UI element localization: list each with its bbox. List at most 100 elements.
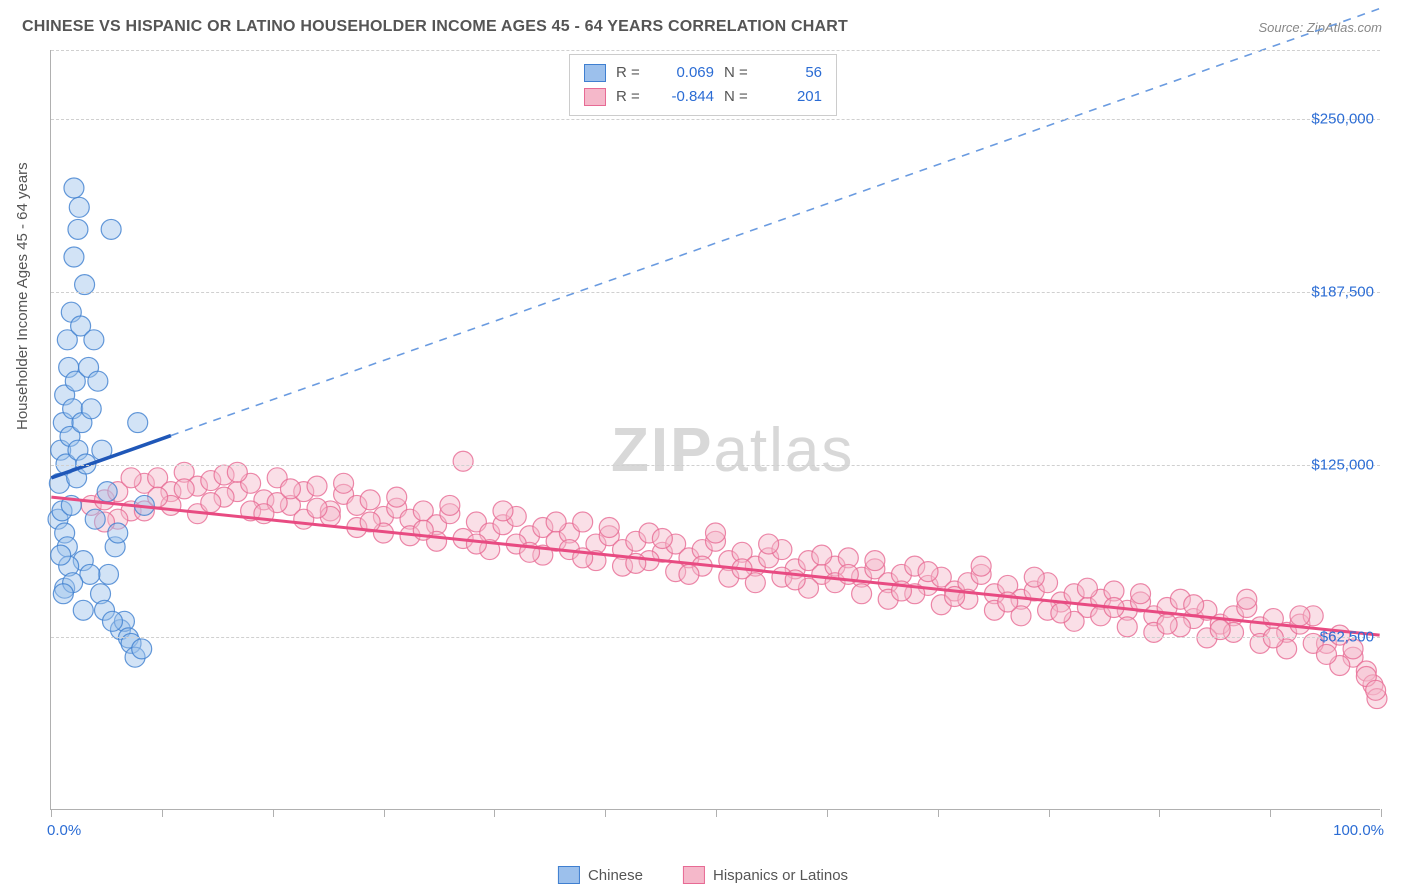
scatter-point [108, 523, 128, 543]
scatter-point [69, 197, 89, 217]
scatter-point [121, 468, 141, 488]
value-N-hispanic: 201 [762, 85, 822, 109]
scatter-point [64, 247, 84, 267]
scatter-point [1051, 603, 1071, 623]
x-tick [1270, 809, 1271, 817]
scatter-point [1237, 589, 1257, 609]
label-N: N = [724, 85, 752, 109]
x-tick [1049, 809, 1050, 817]
scatter-point [493, 501, 513, 521]
x-tick-label-max: 100.0% [1333, 822, 1384, 839]
y-axis-title: Householder Income Ages 45 - 64 years [14, 162, 31, 430]
plot-area: ZIPatlas $62,500$125,000$187,500$250,000… [50, 50, 1380, 810]
legend-swatch-chinese [558, 866, 580, 884]
scatter-point [706, 523, 726, 543]
scatter-point [132, 639, 152, 659]
x-tick [162, 809, 163, 817]
scatter-point [307, 498, 327, 518]
y-tick-label: $125,000 [1311, 456, 1374, 473]
x-tick [51, 809, 52, 817]
scatter-point [865, 551, 885, 571]
x-tick [716, 809, 717, 817]
scatter-point [466, 534, 486, 554]
gridline-h [51, 50, 1380, 51]
scatter-point [1024, 567, 1044, 587]
scatter-point [387, 487, 407, 507]
legend-label-chinese: Chinese [588, 867, 643, 884]
gridline-h [51, 465, 1380, 466]
y-tick-label: $250,000 [1311, 111, 1374, 128]
scatter-point [53, 584, 73, 604]
scatter-point [174, 479, 194, 499]
scatter-point [1117, 617, 1137, 637]
scatter-point [759, 534, 779, 554]
scatter-point [573, 512, 593, 532]
scatter-point [1184, 595, 1204, 615]
x-tick [1381, 809, 1382, 817]
x-tick [494, 809, 495, 817]
scatter-svg [51, 50, 1380, 809]
scatter-point [918, 562, 938, 582]
scatter-point [68, 219, 88, 239]
swatch-chinese [584, 64, 606, 82]
scatter-point [84, 330, 104, 350]
x-tick [827, 809, 828, 817]
scatter-point [51, 545, 71, 565]
scatter-point [81, 399, 101, 419]
scatter-point [101, 219, 121, 239]
x-tick [384, 809, 385, 817]
chart-title: CHINESE VS HISPANIC OR LATINO HOUSEHOLDE… [22, 18, 848, 36]
scatter-point [812, 545, 832, 565]
scatter-point [546, 512, 566, 532]
x-tick [605, 809, 606, 817]
scatter-point [1366, 680, 1386, 700]
scatter-point [440, 495, 460, 515]
x-tick [938, 809, 939, 817]
label-R: R = [616, 61, 644, 85]
scatter-point [97, 482, 117, 502]
x-tick-label-min: 0.0% [47, 822, 81, 839]
scatter-point [128, 413, 148, 433]
label-N: N = [724, 61, 752, 85]
gridline-h [51, 637, 1380, 638]
scatter-point [1290, 606, 1310, 626]
gridline-h [51, 119, 1380, 120]
swatch-hispanic [584, 88, 606, 106]
scatter-point [971, 556, 991, 576]
value-N-chinese: 56 [762, 61, 822, 85]
scatter-point [1317, 644, 1337, 664]
scatter-point [652, 529, 672, 549]
x-tick [1159, 809, 1160, 817]
scatter-point [1131, 584, 1151, 604]
legend-swatch-hispanic [683, 866, 705, 884]
scatter-point [599, 517, 619, 537]
scatter-point [852, 584, 872, 604]
scatter-point [1157, 614, 1177, 634]
trend-line [51, 497, 1379, 635]
legend-item-hispanic: Hispanics or Latinos [683, 866, 848, 884]
legend-label-hispanic: Hispanics or Latinos [713, 867, 848, 884]
scatter-point [73, 600, 93, 620]
scatter-point [360, 490, 380, 510]
scatter-point [1077, 578, 1097, 598]
legend-bottom: Chinese Hispanics or Latinos [558, 866, 848, 884]
scatter-point [201, 493, 221, 513]
x-tick [273, 809, 274, 817]
stats-row-hispanic: R = -0.844 N = 201 [584, 85, 822, 109]
scatter-point [88, 371, 108, 391]
y-tick-label: $187,500 [1311, 283, 1374, 300]
value-R-chinese: 0.069 [654, 61, 714, 85]
scatter-point [99, 564, 119, 584]
legend-item-chinese: Chinese [558, 866, 643, 884]
scatter-point [307, 476, 327, 496]
correlation-stats-box: R = 0.069 N = 56 R = -0.844 N = 201 [569, 54, 837, 116]
y-tick-label: $62,500 [1320, 629, 1374, 646]
gridline-h [51, 292, 1380, 293]
scatter-point [453, 451, 473, 471]
scatter-point [102, 611, 122, 631]
scatter-point [334, 473, 354, 493]
scatter-point [679, 564, 699, 584]
stats-row-chinese: R = 0.069 N = 56 [584, 61, 822, 85]
scatter-point [64, 178, 84, 198]
scatter-point [280, 479, 300, 499]
